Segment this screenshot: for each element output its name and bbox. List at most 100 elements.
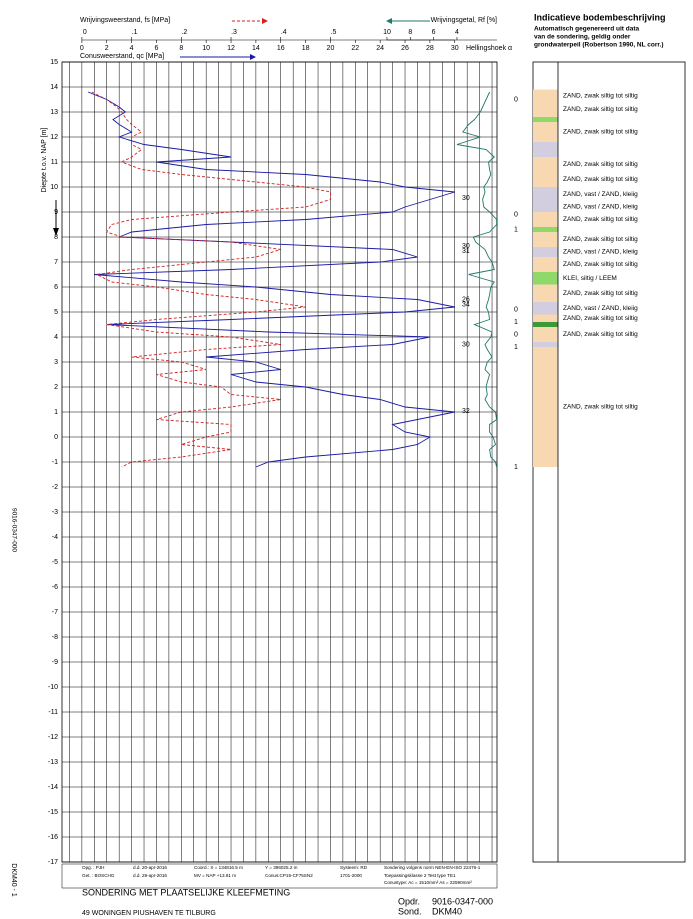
y-tick-label: 14	[50, 84, 58, 91]
y-tick-label: -17	[48, 859, 58, 866]
peak-label: 34	[462, 301, 470, 308]
soil-layer	[533, 227, 558, 232]
x-tick-label: 20	[327, 45, 335, 52]
y-tick-label: -6	[52, 584, 58, 591]
fs-axis-label: Wrijvingsweerstand, fs [MPa]	[80, 17, 170, 24]
soil-title: Indicatieve bodembeschrijving	[534, 12, 666, 22]
soil-label: ZAND, vast / ZAND, kleiig	[563, 305, 638, 312]
opdr-number: 9016-0347-000	[432, 896, 493, 906]
margin-number: 9016-0347-000	[10, 508, 17, 552]
footer-cell: 1701-2000	[340, 873, 362, 878]
footer-cell: MV = NAP +13.81 m	[194, 873, 236, 878]
soil-layer	[533, 272, 558, 285]
y-tick-label: 0	[54, 434, 58, 441]
soil-label: ZAND, zwak siltig tot siltig	[563, 331, 638, 338]
y-tick-label: 11	[51, 159, 58, 166]
y-tick-label: 13	[50, 109, 58, 116]
footer-cell: Toepassingsklasse 2 Test type TE1	[384, 873, 456, 878]
rf-tick-label: 8	[408, 29, 412, 36]
y-axis-label: Diepte t.o.v. NAP [m]	[41, 128, 48, 193]
plot-frame	[61, 61, 498, 863]
footer-cell: Coord.: X = 134816.5 m	[194, 865, 243, 870]
footer-cell: Sondering volgens norm NEN-EN-ISO 22476-…	[384, 865, 481, 870]
footer-box	[61, 863, 498, 889]
soil-layer	[533, 247, 558, 257]
qc-axis-label: Conusweerstand, qc [MPa]	[80, 53, 164, 60]
profile-fs	[91, 91, 331, 468]
y-tick-label: -16	[48, 834, 58, 841]
rf-tick-label: 6	[432, 29, 436, 36]
soil-label: ZAND, zwak siltig tot siltig	[563, 315, 638, 322]
fs-tick-label: .3	[231, 29, 237, 36]
soil-label: ZAND, zwak siltig tot siltig	[563, 216, 638, 223]
soil-layer	[533, 122, 558, 142]
y-tick-label: -13	[48, 759, 58, 766]
x-tick-label: 28	[426, 45, 434, 52]
soil-layer	[533, 232, 558, 247]
y-tick-label: 1	[54, 409, 58, 416]
y-tick-label: 6	[54, 284, 58, 291]
soil-label: ZAND, zwak siltig tot siltig	[563, 236, 638, 243]
y-tick-label: -10	[48, 684, 58, 691]
x-tick-label: 14	[252, 45, 260, 52]
inclination-label: 0	[514, 331, 518, 338]
soil-subtitle: van de sondering, geldig onder	[534, 34, 631, 41]
soil-label: ZAND, zwak siltig tot siltig	[563, 176, 638, 183]
footer-cell: d.d. 29-apr-2016	[133, 873, 167, 878]
x-tick-label: 12	[227, 45, 235, 52]
footer-cell: Opg. : PJH	[82, 865, 104, 870]
soil-layer	[533, 342, 558, 347]
soil-label: ZAND, zwak siltig tot siltig	[563, 92, 638, 99]
footer-cell: Conus:CP15-CF75SN2	[265, 873, 313, 878]
fs-tick-label: .4	[281, 29, 287, 36]
peak-label: 26	[462, 296, 470, 303]
soil-layer	[533, 89, 558, 102]
y-tick-label: 9	[54, 209, 58, 216]
x-tick-label: 22	[351, 45, 359, 52]
y-tick-label: 2	[54, 384, 58, 391]
soil-layer	[533, 187, 558, 202]
fs-tick-label: .1	[132, 29, 138, 36]
inclination-label: 0	[514, 211, 518, 218]
profile-rf	[456, 91, 498, 468]
y-tick-label: 4	[54, 334, 58, 341]
y-tick-label: -8	[52, 634, 58, 641]
inclination-label: 1	[514, 464, 518, 471]
inclination-label: 1	[514, 344, 518, 351]
depth-arrowhead	[53, 228, 59, 236]
peak-label: 32	[462, 408, 470, 415]
soil-layer	[533, 314, 558, 322]
margin-sheet: DKM40 - 1	[10, 863, 17, 897]
y-tick-label: 8	[54, 234, 58, 241]
x-tick-label: 10	[202, 45, 210, 52]
rf-tick-label: 4	[455, 29, 459, 36]
x-tick-label: 2	[105, 45, 109, 52]
y-tick-label: 3	[54, 359, 58, 366]
sond-number: DKM40	[432, 906, 462, 916]
soil-label: ZAND, vast / ZAND, kleiig	[563, 249, 638, 256]
y-tick-label: -2	[52, 484, 58, 491]
sond-label: Sond.	[398, 906, 422, 916]
y-tick-label: 10	[50, 184, 58, 191]
rf-legend-arrowhead	[386, 18, 392, 24]
y-tick-label: -1	[52, 459, 58, 466]
rf-axis-label: Wrijvingsgetal, Rf [%]	[431, 17, 497, 24]
soil-label: ZAND, vast / ZAND, kleiig	[563, 191, 638, 198]
soil-layer	[533, 284, 558, 302]
soil-label: ZAND, zwak siltig tot siltig	[563, 290, 638, 297]
soil-label: ZAND, zwak siltig tot siltig	[563, 106, 638, 113]
y-tick-label: 15	[50, 59, 58, 66]
footer-cell: Systeem: RD	[340, 865, 368, 870]
inclination-label: 0	[514, 96, 518, 103]
soil-layer	[533, 117, 558, 122]
fs-legend-arrowhead	[262, 18, 268, 24]
soil-layer	[533, 257, 558, 272]
inclination-label: 1	[514, 226, 518, 233]
soil-layer	[533, 302, 558, 315]
fs-tick-label: 0	[83, 29, 87, 36]
soil-layer	[533, 202, 558, 212]
inclination-label: 1	[514, 319, 518, 326]
soil-layer	[533, 327, 558, 342]
footer-project: 49 WONINGEN PIUSHAVEN TE TILBURG	[82, 910, 216, 917]
